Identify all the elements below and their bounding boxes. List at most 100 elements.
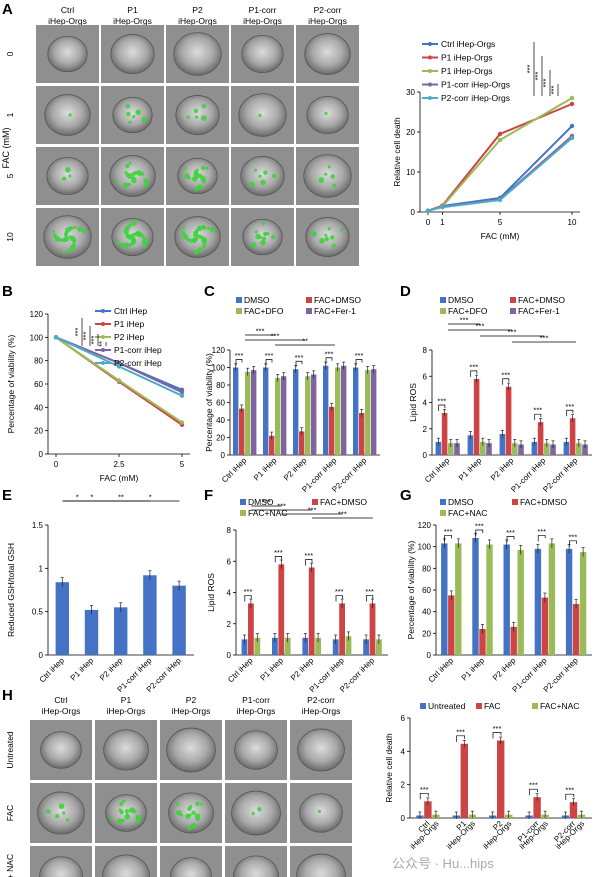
column-label: iHep-Orgs	[42, 706, 81, 716]
sig-bracket	[366, 595, 374, 602]
organoid	[234, 730, 278, 770]
legend-entry: P2 iHep	[114, 332, 145, 342]
legend-entry: FAC+NAC	[448, 508, 487, 518]
sig-label: ***	[338, 510, 347, 519]
x-axis-label: FAC (mM)	[100, 473, 139, 483]
fluorescence-dot	[63, 232, 69, 238]
fluorescence-dot	[193, 171, 199, 178]
sig-label: ***	[335, 587, 344, 596]
bar	[569, 418, 576, 455]
fluorescence-dot	[197, 184, 203, 191]
y-axis-label: Percentage of viability (%)	[406, 540, 416, 639]
bar	[572, 604, 580, 655]
sig-bracket	[274, 556, 282, 563]
y-tick-label: 4	[423, 399, 428, 408]
sig-label: ***	[501, 370, 510, 379]
legend-entry: DMSO	[448, 295, 474, 305]
y-tick-label: 0	[221, 451, 226, 460]
fluorescence-dot	[193, 250, 199, 255]
data-point	[569, 135, 575, 141]
bar	[293, 369, 299, 455]
y-tick-label: 20	[216, 434, 225, 443]
category-label: P1 iHep	[460, 656, 487, 683]
legend-swatch	[510, 308, 516, 314]
fluorescence-dot	[143, 178, 149, 184]
fluorescence-dot	[114, 179, 119, 184]
column-label: P1-corr	[249, 5, 277, 15]
sig-label: ***	[549, 86, 558, 95]
legend-swatch	[510, 297, 516, 303]
panel-a-image-grid: CtrliHep-OrgsP1iHep-OrgsP2iHep-OrgsP1-co…	[1, 5, 359, 266]
sig-label: ***	[569, 532, 578, 541]
bar	[537, 422, 544, 455]
fluorescence-dot	[324, 233, 328, 237]
legend-swatch	[306, 308, 312, 314]
y-tick-label: 2	[401, 781, 406, 790]
category-label: P1 iHep	[69, 656, 96, 683]
organoid	[238, 93, 287, 137]
sig-bracket	[295, 360, 303, 368]
data-point	[116, 360, 122, 366]
fluorescence-dot	[175, 802, 179, 806]
legend-entry: FAC+DFO	[244, 306, 284, 316]
column-label: iHep-Orgs	[172, 706, 211, 716]
fluorescence-dot	[134, 171, 138, 175]
data-point	[497, 131, 503, 137]
fluorescence-dot	[62, 251, 66, 255]
fluorescence-dot	[200, 802, 204, 806]
panel-letter-d: D	[400, 283, 411, 300]
fluorescence-dot	[189, 238, 194, 243]
sig-label: ***	[325, 349, 334, 358]
fluorescence-dot	[324, 111, 328, 116]
fluorescence-dot	[55, 813, 60, 819]
bar	[55, 582, 69, 655]
fluorescence-dot	[194, 187, 199, 192]
fluorescence-dot	[69, 244, 76, 251]
y-tick-label: 20	[34, 427, 43, 436]
fluorescence-dot	[201, 103, 206, 109]
category-label: P2 iHep	[282, 456, 309, 483]
bar	[315, 637, 321, 655]
y-tick-label: 80	[422, 564, 431, 573]
fluorescence-dot	[125, 163, 130, 169]
legend-entry: Ctrl iHep-Orgs	[441, 39, 495, 49]
fluorescence-dot	[182, 234, 189, 240]
sig-label: ***	[355, 351, 364, 360]
bar	[363, 639, 369, 655]
bar	[84, 609, 99, 655]
column-label: iHep-Orgs	[308, 16, 347, 26]
fluorescence-dot	[205, 166, 209, 170]
sig-bracket	[529, 788, 538, 796]
bar	[302, 637, 309, 655]
sig-bracket	[470, 370, 478, 377]
bar	[359, 413, 365, 455]
legend-entry: P1 iHep-Orgs	[441, 53, 493, 63]
sig-label: **	[97, 341, 106, 347]
bar	[272, 637, 278, 655]
fluorescence-dot	[73, 225, 77, 230]
row-label: 0	[5, 51, 15, 56]
column-label: iHep-Orgs	[113, 16, 152, 26]
fluorescence-dot	[193, 108, 199, 114]
data-point	[116, 364, 122, 369]
fluorescence-dot	[65, 818, 70, 822]
fluorescence-dot	[65, 167, 71, 173]
sig-label: ***	[81, 332, 90, 341]
fluorescence-dot	[63, 236, 70, 242]
bar	[565, 548, 573, 655]
legend-marker	[101, 322, 105, 326]
fluorescence-dot	[260, 179, 266, 186]
bar	[254, 637, 261, 655]
fluorescence-dot	[127, 182, 132, 187]
fluorescence-dot	[202, 244, 206, 249]
sig-bracket	[419, 792, 429, 800]
bar	[335, 367, 341, 455]
column-label: iHep-Orgs	[48, 16, 87, 26]
fluorescence-dot	[266, 232, 270, 236]
fluorescence-dot	[191, 176, 198, 182]
organoid	[240, 156, 285, 196]
y-tick-label: 40	[34, 403, 43, 412]
sig-bracket	[456, 735, 465, 742]
